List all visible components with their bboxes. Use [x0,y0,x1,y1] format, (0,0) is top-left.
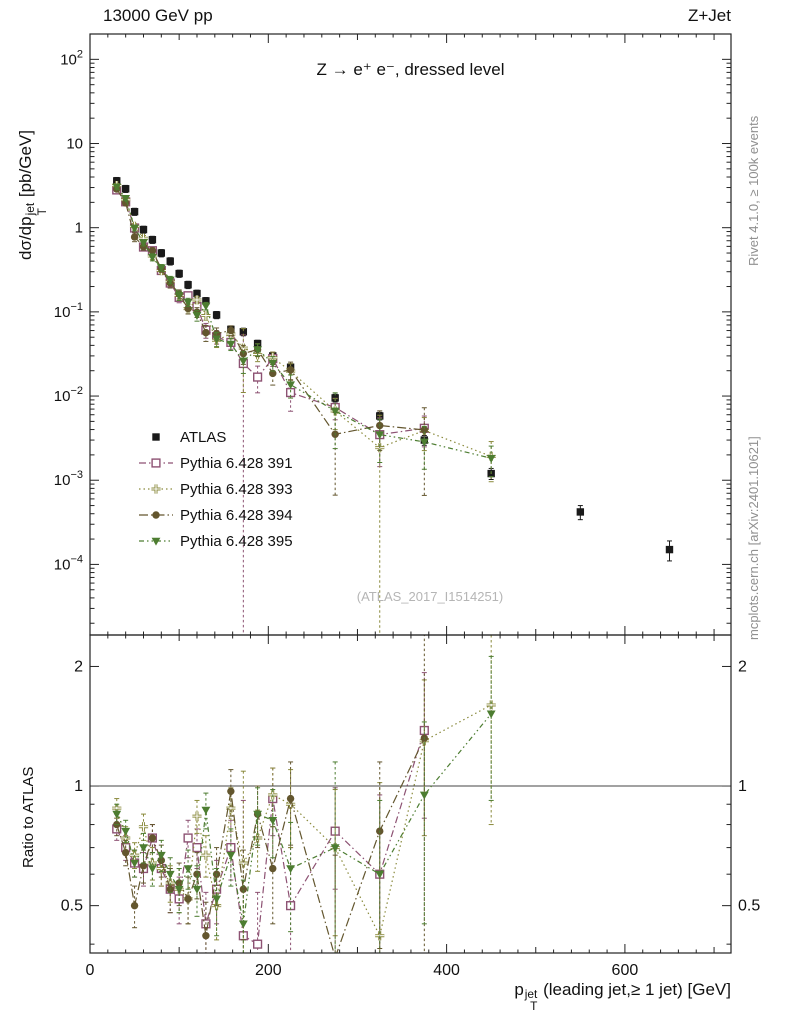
legend-item-pythia-393: Pythia 6.428 393 [136,476,293,502]
x-axis-label-suffix: (leading jet,≥ 1 jet) [GeV] [538,980,731,999]
beam-energy-label: 13000 GeV pp [103,6,213,25]
legend-label-pythia-394: Pythia 6.428 394 [180,506,293,524]
x-axis-label: p jet T (leading jet,≥ 1 jet) [GeV] [331,980,731,1013]
svg-text:1: 1 [738,778,747,795]
legend-item-pythia-391: Pythia 6.428 391 [136,450,293,476]
y-axis-label-suffix: [pb/GeV] [16,130,35,202]
svg-text:200: 200 [255,962,282,979]
series-main-2 [112,180,496,635]
legend-label-pythia-395: Pythia 6.428 395 [180,532,293,550]
legend-item-pythia-394: Pythia 6.428 394 [136,502,293,528]
legend-label-pythia-391: Pythia 6.428 391 [180,454,293,472]
legend: ATLAS Pythia 6.428 391 Pythia 6.428 393 … [136,424,293,554]
series-ratio-1 [112,672,429,953]
svg-text:10−2: 10−2 [54,385,83,405]
process-label: Z+Jet [688,6,731,25]
svg-text:1: 1 [75,220,83,237]
x-axis-label-prefix: p [514,980,524,999]
mcplots-credit: mcplots.cern.ch [arXiv:2401.10621] [746,436,761,640]
legend-marker-pythia-391 [136,455,176,471]
svg-text:1: 1 [74,778,83,795]
legend-label-atlas: ATLAS [180,428,227,446]
y-axis-label: dσ/dp jet T [pb/GeV] [16,130,49,260]
series-ratio-2 [112,635,496,953]
plot-title: Z → e⁺ e⁻, dressed level [316,60,505,79]
rivet-version-credit: Rivet 4.1.0, ≥ 100k events [746,115,761,266]
legend-marker-pythia-395 [136,533,176,549]
svg-text:10−1: 10−1 [54,301,83,321]
svg-text:0: 0 [86,962,95,979]
ratio-axis-label: Ratio to ATLAS [20,766,37,868]
legend-marker-pythia-393 [136,481,176,497]
svg-text:0.5: 0.5 [61,898,83,915]
svg-text:0.5: 0.5 [738,898,760,915]
legend-item-atlas: ATLAS [136,424,293,450]
svg-text:2: 2 [74,658,83,675]
legend-item-pythia-395: Pythia 6.428 395 [136,528,293,554]
svg-text:102: 102 [60,48,83,68]
y-axis-label-prefix: dσ/dp [16,216,35,260]
analysis-id-watermark: (ATLAS_2017_I1514251) [356,589,504,604]
legend-marker-atlas [136,429,176,445]
axes-and-ticks: 0 200 400 600 10−4 10−3 10−2 10−1 1 10 102 0.5 0.5 1 1… [54,34,760,979]
legend-marker-pythia-394 [136,507,176,523]
y-axis-label-supsub: jet T [22,202,50,216]
svg-text:10: 10 [66,136,83,153]
x-axis-label-supsub: jet T [524,986,538,1014]
svg-text:10−3: 10−3 [54,469,83,489]
legend-label-pythia-393: Pythia 6.428 393 [180,480,293,498]
series-main-4 [112,183,496,478]
series-ratio-4 [112,655,496,953]
svg-text:600: 600 [612,962,639,979]
svg-text:10−4: 10−4 [54,553,83,573]
svg-text:400: 400 [433,962,460,979]
svg-text:2: 2 [738,658,747,675]
